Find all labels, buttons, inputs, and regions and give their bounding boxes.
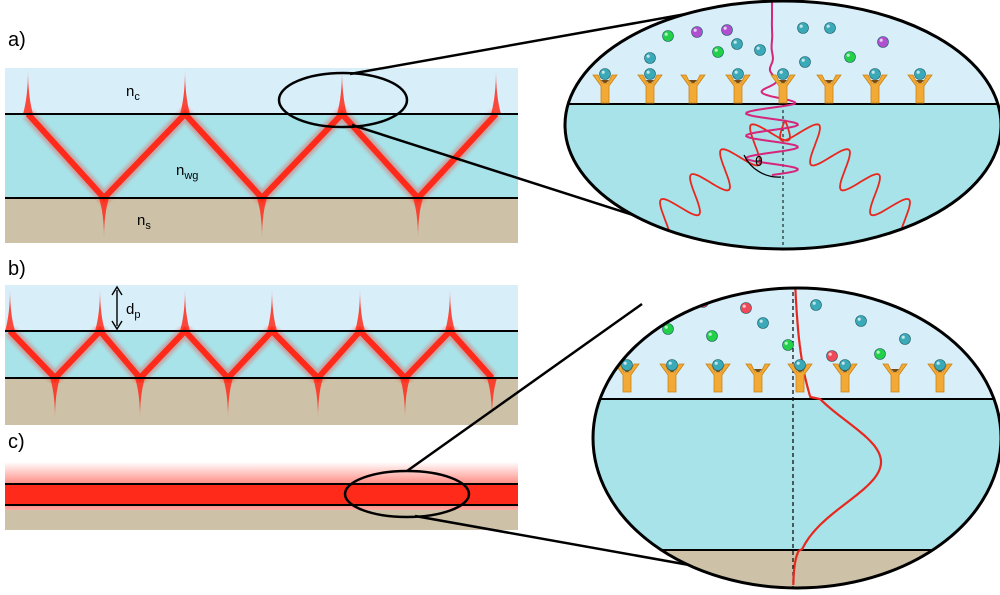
penetration-depth-label: dp (126, 301, 140, 321)
sphere-particle-icon (855, 315, 867, 327)
evanescent-spike (257, 198, 267, 238)
sphere-particle-icon (777, 68, 789, 80)
zoom-view-c (591, 286, 1000, 590)
sphere-particle-icon (810, 299, 822, 311)
panel-a-slab (5, 68, 518, 243)
evanescent-spike (267, 289, 277, 331)
zoom-line-a-top (349, 12, 687, 76)
evanescent-spike (337, 70, 347, 114)
evanescent-spike (313, 378, 323, 418)
sphere-particle-icon (794, 359, 806, 371)
zoom-line-c-top (406, 302, 643, 473)
sphere-particle-icon (662, 30, 674, 42)
evanescent-spike (487, 378, 497, 418)
panel-label-b: b) (8, 258, 26, 280)
evanescent-spike (23, 70, 33, 114)
sphere-particle-icon (691, 26, 703, 38)
evanescent-spike (413, 198, 423, 238)
sphere-particle-icon (839, 359, 851, 371)
sphere-particle-icon (934, 359, 946, 371)
mode-core-c (5, 484, 518, 504)
sphere-particle-icon (869, 68, 881, 80)
cover-layer-a (5, 68, 518, 114)
cover-index-label: nc (126, 83, 140, 103)
evanescent-wave-a (744, 1, 800, 176)
evanescent-spike (491, 70, 501, 114)
sphere-particle-icon (899, 333, 911, 345)
sphere-particle-icon (874, 348, 886, 360)
sphere-particle-icon (731, 38, 743, 50)
panel-b-slab (5, 285, 518, 425)
panel-c-slab (5, 462, 518, 530)
sphere-particle-icon (754, 44, 766, 56)
sphere-particle-icon (782, 339, 794, 351)
sphere-particle-icon (644, 52, 656, 64)
wave-reflected-a (779, 119, 921, 241)
sphere-particle-icon (599, 68, 611, 80)
sphere-particle-icon (721, 24, 733, 36)
zoom-ellipse-a (277, 71, 409, 129)
substrate-index-label: ns (137, 212, 151, 232)
evanescent-spike (95, 289, 105, 331)
sphere-particle-icon (712, 46, 724, 58)
evanescent-spike (180, 70, 190, 114)
sphere-particle-icon (799, 56, 811, 68)
angle-arc (743, 154, 782, 178)
evanescent-spike (135, 378, 145, 418)
sphere-particle-icon (740, 302, 752, 314)
sphere-particle-icon (644, 68, 656, 80)
evanescent-spike (355, 289, 365, 331)
zoom-view-a (563, 0, 1000, 251)
guide-layer-a (5, 114, 518, 198)
cover-layer-b (5, 285, 518, 331)
zoom-line-c-bottom (414, 514, 707, 570)
sphere-particle-icon (824, 22, 836, 34)
evanescent-spike (5, 289, 15, 331)
zigzag-ray-b (5, 289, 497, 418)
panel-label-a: a) (8, 29, 26, 51)
sphere-particle-icon (826, 350, 838, 362)
angle-theta-label: θ (755, 153, 763, 169)
evanescent-spike (99, 198, 109, 238)
sphere-particle-icon (757, 317, 769, 329)
sphere-particle-icon (666, 359, 678, 371)
wave-incident-a (649, 119, 791, 241)
evanescent-spike (180, 289, 190, 331)
mode-profile-c (792, 288, 883, 586)
sphere-particle-icon (732, 68, 744, 80)
evanescent-spike (400, 378, 410, 418)
guide-index-label: nwg (176, 162, 198, 182)
sphere-particle-icon (706, 330, 718, 342)
substrate-layer-b (5, 378, 518, 425)
evanescent-spike (223, 378, 233, 418)
sphere-particle-icon (712, 359, 724, 371)
penetration-depth-arrow (111, 285, 123, 331)
evanescent-spike (445, 289, 455, 331)
sphere-particle-icon (914, 68, 926, 80)
sphere-particle-icon (877, 36, 889, 48)
panel-label-c: c) (8, 431, 25, 453)
evanescent-spike (50, 378, 60, 418)
sphere-particle-icon (844, 51, 856, 63)
sphere-particle-icon (797, 22, 809, 34)
